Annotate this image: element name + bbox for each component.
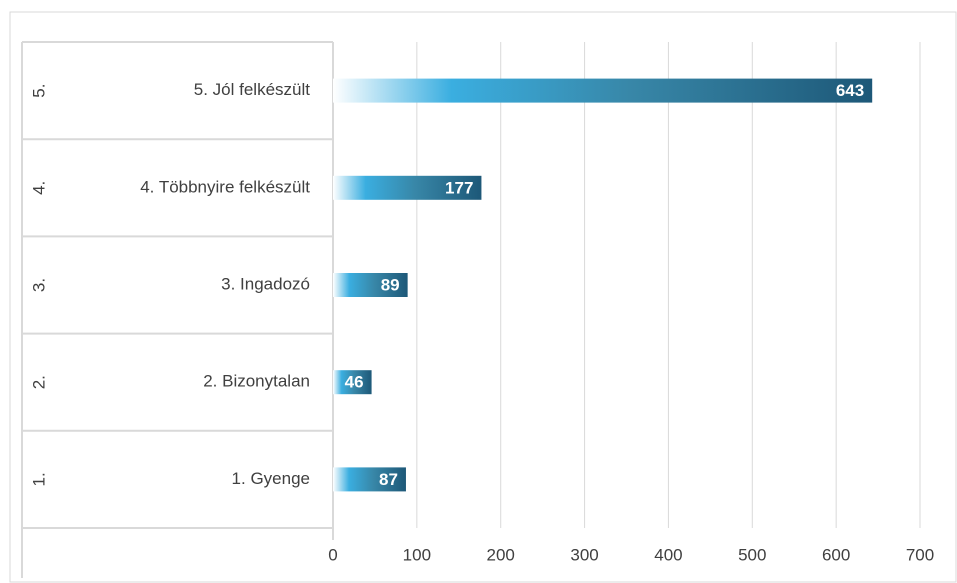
data-label: 177 [445,178,473,197]
data-label: 46 [345,373,364,392]
group-label: 1. [29,472,48,486]
x-tick-label: 300 [570,545,598,564]
bar [333,273,408,297]
group-label: 5. [29,84,48,98]
category-label: 1. Gyenge [232,469,310,488]
category-label: 4. Többnyire felkészült [140,177,310,196]
bar [333,370,372,395]
x-tick-label: 700 [906,545,934,564]
bar [333,175,482,200]
x-tick-label: 500 [738,545,766,564]
group-label: 4. [29,181,48,195]
bar [333,78,873,103]
category-label: 5. Jól felkészült [194,80,310,99]
x-tick-label: 600 [822,545,850,564]
data-label: 87 [379,470,398,489]
x-tick-label: 400 [654,545,682,564]
group-label: 3. [29,278,48,292]
data-label: 89 [381,275,400,294]
bar [333,467,406,492]
x-tick-label: 100 [403,545,431,564]
x-tick-label: 0 [328,545,337,564]
category-label: 2. Bizonytalan [203,372,310,391]
chart-border [9,11,957,583]
x-tick-label: 200 [487,545,515,564]
category-label: 3. Ingadozó [221,274,310,293]
group-label: 2. [29,375,48,389]
data-label: 643 [836,81,864,100]
